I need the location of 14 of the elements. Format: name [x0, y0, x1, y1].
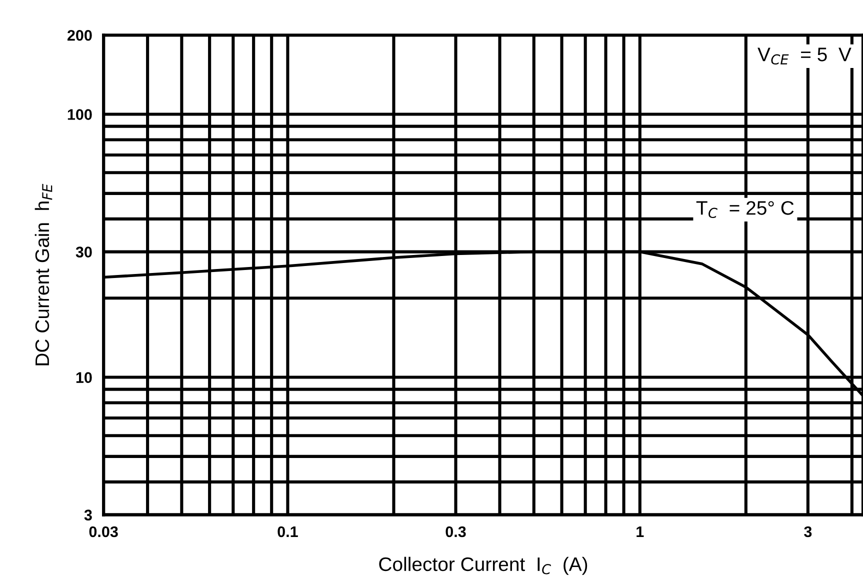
- y-axis-title: DC Current Gain h$_{FE}$: [34, 184, 52, 366]
- x-tick-label: 0.3: [446, 526, 466, 538]
- x-tick-label: 0.1: [278, 526, 298, 538]
- x-tick-label: 3: [804, 526, 812, 538]
- annotation: T$_{C}$ = 25° C: [696, 201, 794, 218]
- y-tick-label: 3: [84, 510, 92, 521]
- y-tick-label: 100: [68, 109, 92, 120]
- y-tick-label: 200: [67, 30, 92, 41]
- y-tick-label: 10: [76, 372, 92, 383]
- annotation: V$_{CE}$ = 5 V: [758, 48, 852, 65]
- x-tick-label: 0.03: [89, 526, 118, 538]
- x-axis-title: Collector Current I$_{C}$ (A): [379, 556, 588, 575]
- x-tick-label: 1: [636, 526, 644, 537]
- y-tick-label: 30: [76, 246, 92, 258]
